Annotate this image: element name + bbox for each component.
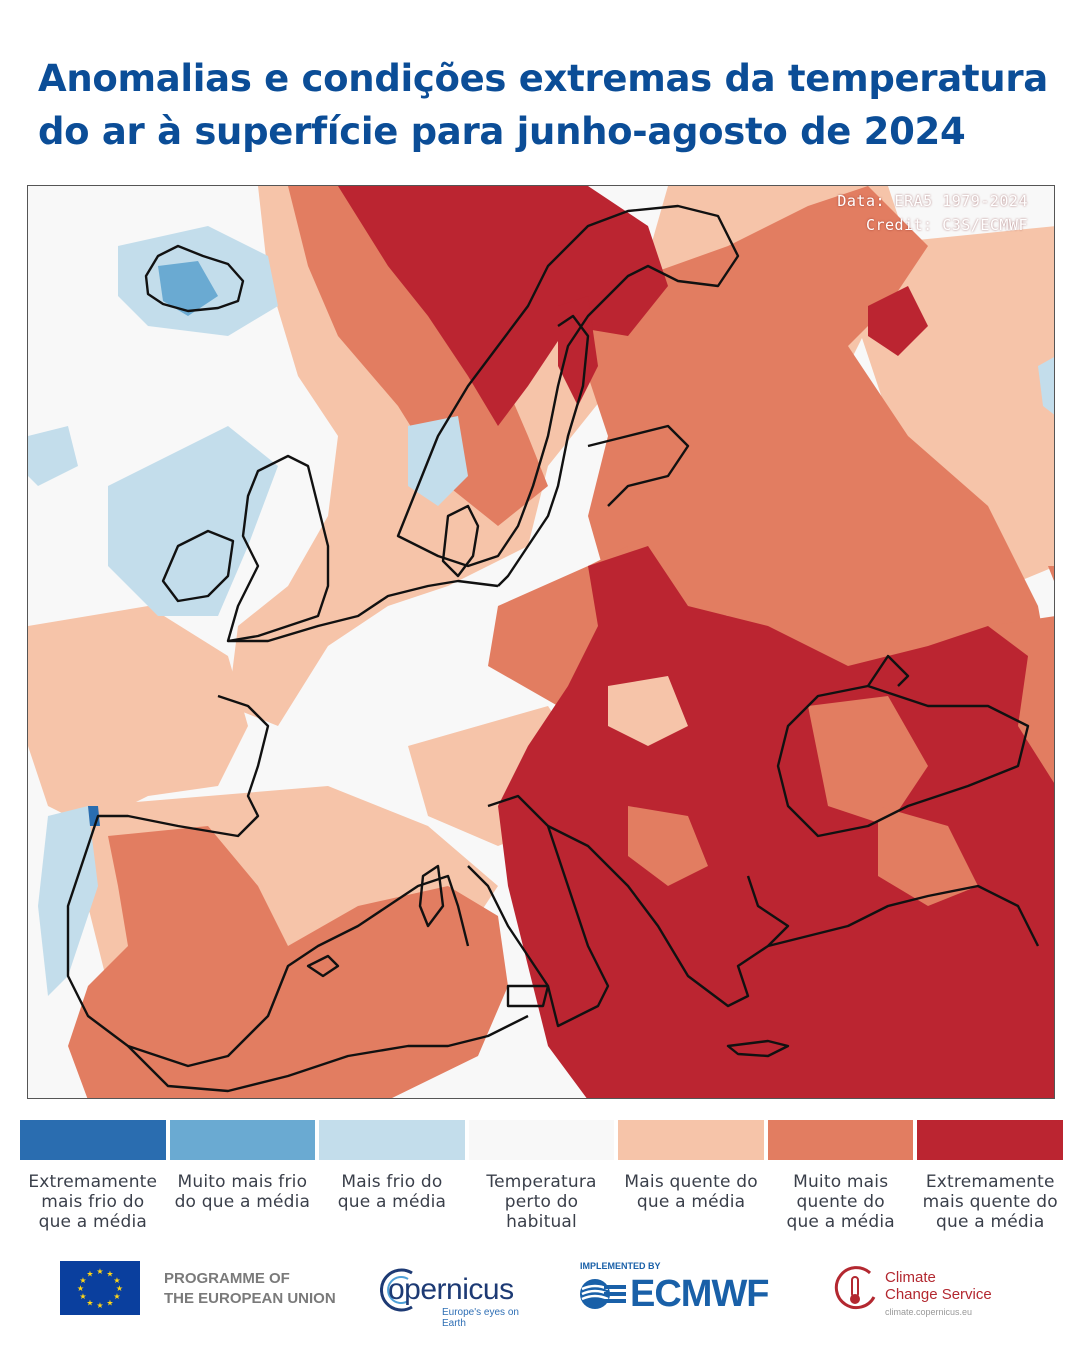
svg-text:★: ★ <box>79 1276 86 1285</box>
legend-text: mais frio do <box>41 1192 145 1212</box>
c3s-wordmark: Climate Change Service <box>885 1269 992 1303</box>
cooler-regions <box>28 226 1054 996</box>
eu-stars-icon: ★ ★★ ★★★ ★★★ ★★★ <box>77 1267 123 1310</box>
legend-text: Extremamente <box>28 1172 158 1192</box>
legend-text: que a média <box>38 1212 147 1232</box>
legend-text: do que a média <box>174 1192 311 1212</box>
legend-text: que a média <box>636 1192 746 1212</box>
svg-text:★: ★ <box>79 1292 86 1301</box>
ecmwf-wave-icon <box>580 1279 626 1309</box>
svg-text:★: ★ <box>96 1301 103 1310</box>
c3s-url: climate.copernicus.eu <box>885 1307 973 1317</box>
eu-programme-text: PROGRAMME OF THE EUROPEAN UNION <box>164 1269 336 1309</box>
credit-label: Credit: C3S/ECMWF <box>865 216 1028 234</box>
legend-swatch-warmer <box>618 1120 764 1160</box>
legend-text: perto do <box>504 1192 579 1212</box>
legend-text: Mais quente do <box>624 1172 758 1192</box>
legend-text: que a média <box>786 1212 895 1232</box>
map-canvas <box>28 186 1054 1098</box>
data-source-label: Data: ERA5 1979-2024 <box>837 192 1028 210</box>
legend-text: Muito mais <box>793 1172 889 1192</box>
eu-text-line: THE EUROPEAN UNION <box>164 1290 336 1307</box>
secondary-patches <box>608 676 978 906</box>
legend-swatch-colder <box>319 1120 465 1160</box>
legend-label-extreme-warm: Extremamente mais quente do que a média <box>917 1172 1063 1232</box>
page-title: Anomalias e condições extremas da temper… <box>38 52 1058 158</box>
legend-label-warmer: Mais quente do que a média <box>618 1172 764 1232</box>
legend-label-extreme-cold: Extremamente mais frio do que a média <box>20 1172 166 1232</box>
eu-flag-logo: ★ ★ ★ ★ ★ ★ ★ ★ ★ ★ ★ ★ <box>60 1261 140 1315</box>
copernicus-c-icon <box>380 1268 413 1312</box>
footer-logos: ★ ★ ★ ★ ★ ★ ★ ★ ★ ★ ★ ★ PROGRAMME OF THE EUROPEA… <box>0 1255 1080 1335</box>
legend-text: quente do <box>796 1192 885 1212</box>
temperature-anomaly-map: Data: ERA5 1979-2024 Credit: C3S/ECMWF <box>27 185 1055 1099</box>
legend-text: Extremamente <box>925 1172 1055 1192</box>
eu-text-line: PROGRAMME OF <box>164 1270 290 1287</box>
svg-text:★: ★ <box>106 1299 113 1308</box>
c3s-text-line: Change Service <box>885 1286 992 1303</box>
legend-swatch-much-warmer <box>767 1120 914 1160</box>
legend-text: mais quente do <box>922 1192 1058 1212</box>
title-line-2: do ar à superfície para junho-agosto de … <box>38 110 966 153</box>
svg-text:★: ★ <box>86 1299 93 1308</box>
copernicus-wordmark: opernicus <box>388 1273 514 1306</box>
legend-text: que a média <box>936 1212 1045 1232</box>
svg-text:★: ★ <box>116 1284 123 1293</box>
ecmwf-wordmark: ECMWF <box>630 1273 770 1315</box>
legend-color-bar <box>20 1120 1064 1160</box>
legend-label-near-normal: Temperatura perto do habitual <box>469 1172 615 1232</box>
svg-text:★: ★ <box>113 1292 120 1301</box>
thermometer-icon <box>834 1266 876 1310</box>
legend-swatch-near-normal <box>468 1120 615 1160</box>
implemented-by-label: IMPLEMENTED BY <box>580 1261 661 1271</box>
c3s-text-line: Climate <box>885 1269 936 1286</box>
title-line-1: Anomalias e condições extremas da temper… <box>38 57 1048 100</box>
legend-label-colder: Mais frio do que a média <box>319 1172 465 1232</box>
legend-swatch-extreme-warm <box>917 1120 1064 1160</box>
legend-text: que a média <box>337 1192 447 1212</box>
legend-labels: Extremamente mais frio do que a média Mu… <box>20 1172 1063 1232</box>
legend-text: Mais frio do <box>341 1172 443 1192</box>
copernicus-logo: opernicus Europe's eyes on Earth <box>380 1261 540 1329</box>
svg-text:★: ★ <box>86 1270 93 1279</box>
legend-text: habitual <box>506 1212 577 1232</box>
legend-label-much-warmer: Muito mais quente do que a média <box>768 1172 914 1232</box>
svg-text:★: ★ <box>106 1270 113 1279</box>
copernicus-tagline: Europe's eyes on Earth <box>442 1307 519 1329</box>
legend-swatch-much-colder <box>169 1120 316 1160</box>
coastlines <box>66 204 1040 1093</box>
svg-text:★: ★ <box>113 1276 120 1285</box>
legend-text: Muito mais frio <box>177 1172 308 1192</box>
legend-swatch-extreme-cold <box>20 1120 166 1160</box>
legend-label-much-colder: Muito mais frio do que a média <box>170 1172 316 1232</box>
svg-text:★: ★ <box>77 1284 84 1293</box>
legend-text: Temperatura <box>486 1172 597 1192</box>
svg-text:★: ★ <box>96 1267 103 1276</box>
